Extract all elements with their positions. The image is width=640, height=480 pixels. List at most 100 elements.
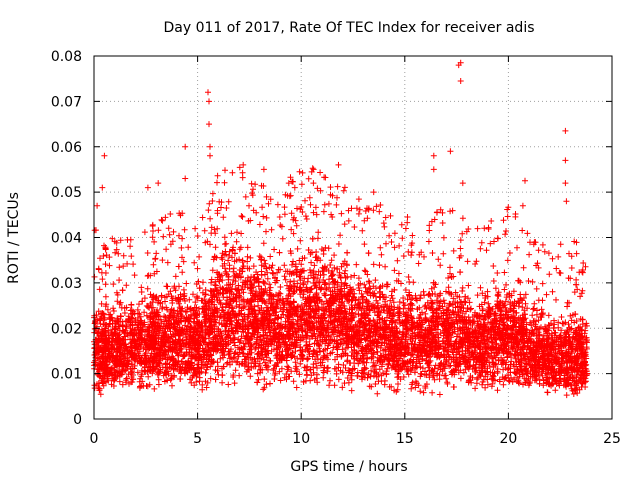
data-point [320,277,327,283]
data-point [255,350,262,357]
data-point [494,366,501,372]
data-point [342,332,349,339]
data-point [121,305,128,312]
data-point [361,358,368,365]
data-point [395,381,401,387]
data-point [181,290,188,297]
data-point [516,380,523,387]
data-point [567,326,574,333]
data-point [573,318,580,324]
data-point [331,252,338,259]
data-point [232,342,238,349]
data-point [225,381,232,388]
data-point [171,374,178,380]
data-point [176,283,182,290]
data-point [471,365,478,372]
data-point [136,311,143,318]
data-point [314,235,321,242]
data-point [333,370,340,377]
data-point [347,325,354,331]
data-point [511,376,518,383]
data-point [272,370,279,377]
data-point [335,241,342,247]
data-point [202,369,209,376]
data-point [301,364,308,371]
data-point [370,261,377,268]
data-point [236,290,243,297]
data-point [293,329,300,336]
data-point [381,381,388,388]
data-point [494,270,501,276]
data-point [510,288,517,295]
data-point [239,297,245,304]
data-point [195,324,202,331]
data-point [177,291,184,298]
data-point [219,379,226,386]
data-point [400,374,407,380]
data-point [328,257,335,264]
data-point [372,381,379,387]
data-point [465,282,472,289]
data-point [262,359,269,366]
data-point [289,261,295,268]
data-point [279,235,286,242]
data-point [132,318,139,325]
data-point [519,304,526,311]
data-point [364,271,371,278]
data-point [455,348,462,355]
data-point [254,355,261,362]
data-point [266,281,273,288]
data-point [479,378,486,385]
data-point [288,354,295,361]
data-point [335,361,342,368]
data-point [334,265,340,272]
data-point [570,391,577,397]
data-point [307,377,314,384]
data-point [351,272,358,279]
data-point [524,305,531,312]
data-point [439,303,446,310]
data-point [258,262,265,269]
data-point [212,244,219,251]
data-point [140,345,147,352]
data-point [417,373,424,380]
data-point [249,356,256,363]
data-point [344,262,350,269]
data-point [429,389,436,396]
data-point [381,307,388,314]
data-point [168,306,175,313]
data-point [314,379,321,386]
data-point [223,240,230,247]
data-point [339,346,346,353]
data-point [169,348,176,355]
data-point [382,298,388,305]
data-point [443,288,449,295]
data-point [331,323,338,330]
data-point [244,244,251,251]
data-point [246,346,253,353]
data-point [493,360,499,367]
data-point [515,379,522,386]
data-point [528,364,535,371]
data-point [236,346,243,353]
data-point [457,375,464,382]
data-point [266,264,273,271]
data-point [320,367,327,374]
data-point [182,309,189,315]
data-point [348,376,355,383]
data-point [232,273,239,280]
data-point [574,368,581,375]
data-point [452,366,459,373]
data-point [315,268,322,275]
data-point [338,336,344,343]
data-point [134,369,141,376]
data-point [191,325,198,332]
data-point [183,308,190,315]
data-point [144,285,151,292]
data-point [481,357,488,364]
data-point [495,330,502,337]
data-point [500,381,507,388]
data-point [375,302,382,309]
data-point [254,370,261,377]
data-point [391,306,398,313]
